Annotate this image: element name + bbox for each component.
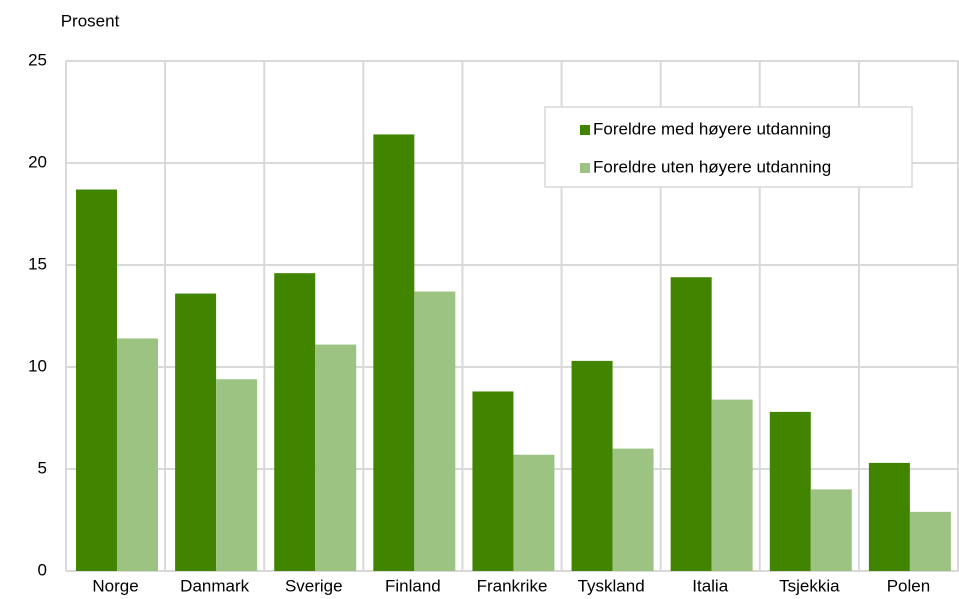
y-tick-label: 25: [28, 50, 47, 69]
y-tick-label: 20: [28, 152, 47, 171]
bar: [571, 360, 613, 571]
bar: [769, 411, 811, 571]
x-tick-label: Danmark: [180, 576, 249, 595]
bar: [810, 489, 852, 571]
bar: [117, 338, 158, 571]
bar: [472, 391, 514, 571]
y-tick-label: 15: [28, 254, 47, 273]
x-tick-label: Frankrike: [477, 576, 548, 595]
legend-label: Foreldre med høyere utdanning: [593, 119, 831, 138]
y-axis-label: Prosent: [61, 11, 120, 30]
x-tick-label: Polen: [887, 576, 930, 595]
legend-swatch: [580, 163, 590, 173]
bar: [373, 134, 415, 571]
x-tick-label: Italia: [692, 576, 728, 595]
legend-label: Foreldre uten høyere utdanning: [593, 157, 831, 176]
bar: [868, 462, 910, 571]
y-tick-label: 0: [38, 560, 47, 579]
y-tick-label: 10: [28, 356, 47, 375]
bar: [315, 344, 357, 571]
y-tick-label: 5: [38, 458, 47, 477]
bar: [414, 291, 456, 571]
x-tick-label: Sverige: [285, 576, 343, 595]
x-tick-label: Norge: [92, 576, 138, 595]
bar: [274, 273, 316, 571]
x-tick-label: Tsjekkia: [779, 576, 840, 595]
bar: [216, 379, 258, 571]
bar: [76, 189, 117, 571]
bar: [711, 399, 753, 571]
bar: [513, 454, 555, 571]
x-tick-label: Tyskland: [578, 576, 645, 595]
bar: [670, 277, 712, 571]
bar: [612, 448, 654, 571]
bar: [175, 293, 217, 571]
x-tick-label: Finland: [385, 576, 441, 595]
legend-swatch: [580, 125, 590, 135]
bar: [909, 511, 951, 571]
legend-box: [544, 106, 913, 188]
